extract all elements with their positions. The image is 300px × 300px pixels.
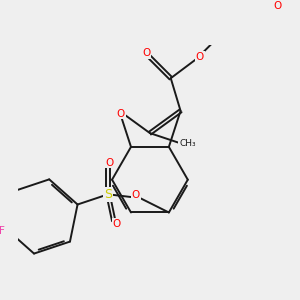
- Text: O: O: [105, 158, 114, 167]
- Text: O: O: [196, 52, 204, 61]
- Text: O: O: [117, 109, 125, 119]
- Text: O: O: [132, 190, 140, 200]
- Text: S: S: [104, 188, 112, 201]
- Text: CH₃: CH₃: [179, 139, 196, 148]
- Text: O: O: [142, 48, 151, 59]
- Text: F: F: [0, 226, 4, 236]
- Text: O: O: [112, 219, 121, 229]
- Text: O: O: [273, 2, 281, 11]
